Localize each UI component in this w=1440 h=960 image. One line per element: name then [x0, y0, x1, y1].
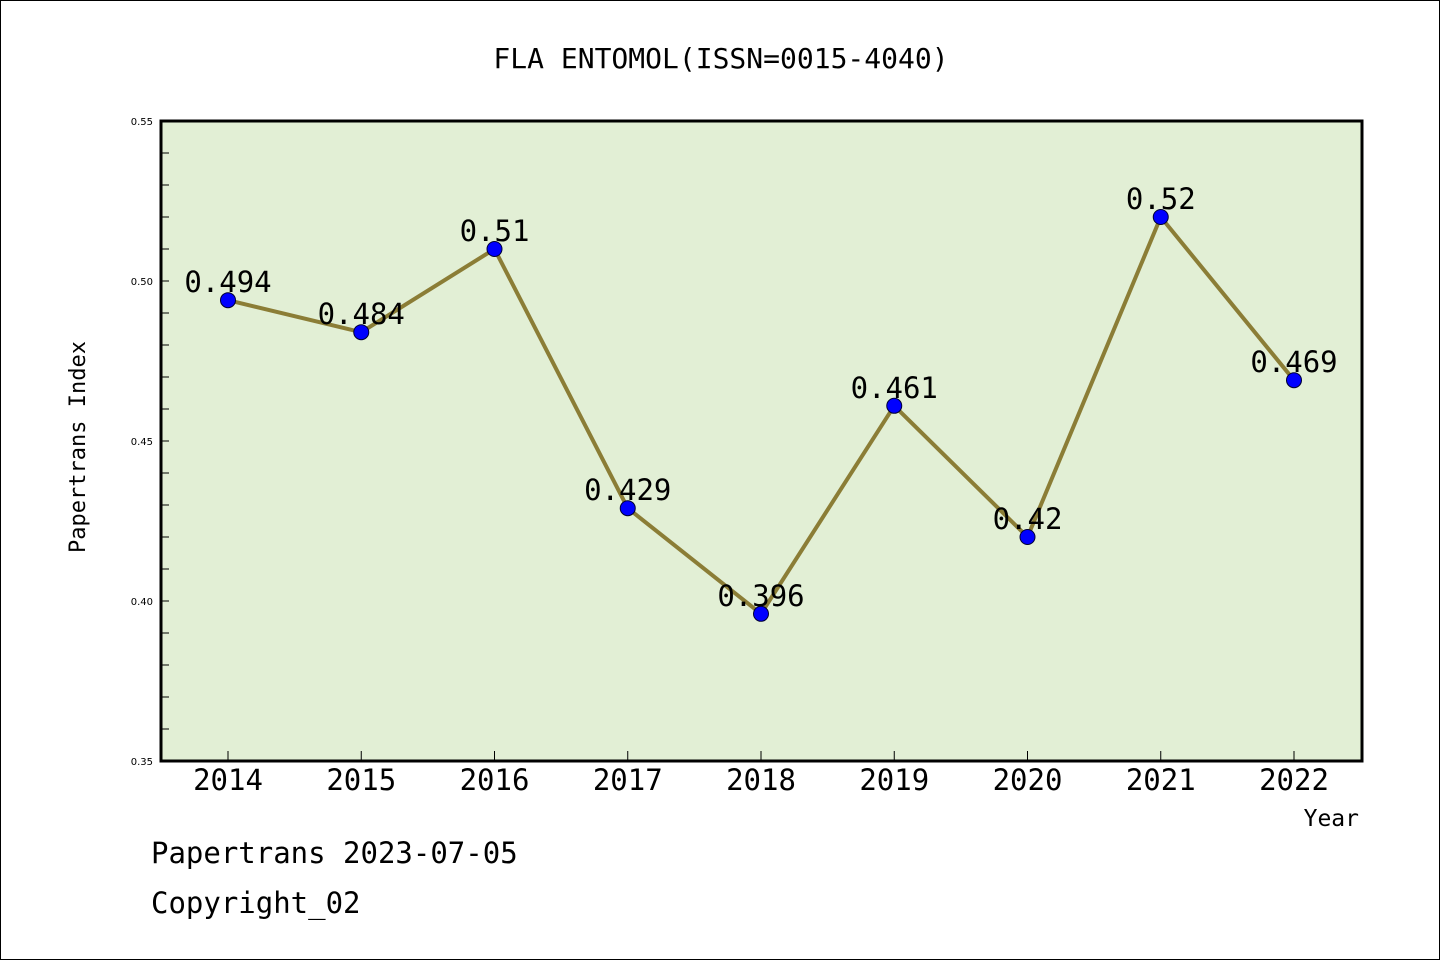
data-label-2021: 0.52	[1126, 182, 1196, 216]
footer-copyright: Copyright_02	[151, 886, 361, 920]
y-tick-label: 0.35	[131, 757, 153, 768]
data-point-2015	[353, 324, 370, 341]
y-tick-label: 0.40	[131, 597, 153, 608]
x-tick-label: 2020	[993, 763, 1063, 797]
data-points	[220, 209, 1302, 622]
x-tick-label: 2022	[1259, 763, 1329, 797]
data-point-2021	[1152, 209, 1169, 225]
x-axis-ticks: 2014 2015 2016 2017 2018 2019 2020 2021 2022	[193, 751, 1329, 797]
y-tick-label: 0.55	[131, 117, 153, 128]
x-tick-label: 2016	[460, 763, 530, 797]
x-tick-label: 2019	[859, 763, 929, 797]
data-label-2016: 0.51	[460, 214, 530, 248]
plot-frame	[159, 119, 1364, 763]
y-tick-label: 0.50	[131, 277, 153, 288]
footer-date: Papertrans 2023-07-05	[151, 836, 518, 870]
data-point-2022	[1286, 372, 1302, 389]
data-label-2018: 0.396	[717, 579, 804, 613]
y-tick-label: 0.45	[131, 437, 153, 448]
data-label-2022: 0.469	[1250, 345, 1337, 379]
x-tick-label: 2021	[1126, 763, 1196, 797]
chart-title: FLA ENTOMOL(ISSN=0015-4040)	[493, 42, 948, 75]
data-point-2014	[220, 292, 236, 309]
x-tick-label: 2014	[193, 763, 263, 797]
x-axis-label: Year	[1304, 806, 1359, 832]
data-label-2014: 0.494	[184, 265, 271, 299]
data-label-2020: 0.42	[993, 502, 1063, 536]
data-point-2020	[1019, 529, 1036, 545]
data-label-2015: 0.484	[318, 297, 405, 331]
data-point-2018	[753, 605, 769, 622]
x-tick-label: 2018	[726, 763, 796, 797]
plot-area	[161, 121, 1362, 761]
data-point-2016	[486, 241, 503, 257]
y-axis-label: Papertrans Index	[66, 341, 91, 553]
data-labels: 0.494 0.484 0.51 0.429 0.396 0.461 0.42 0.52 0.4…	[184, 182, 1337, 613]
x-tick-label: 2017	[593, 763, 663, 797]
data-point-2019	[886, 397, 903, 414]
data-point-2017	[619, 500, 636, 517]
data-label-2019: 0.461	[851, 371, 938, 405]
data-label-2017: 0.429	[584, 473, 671, 507]
x-tick-label: 2015	[326, 763, 396, 797]
